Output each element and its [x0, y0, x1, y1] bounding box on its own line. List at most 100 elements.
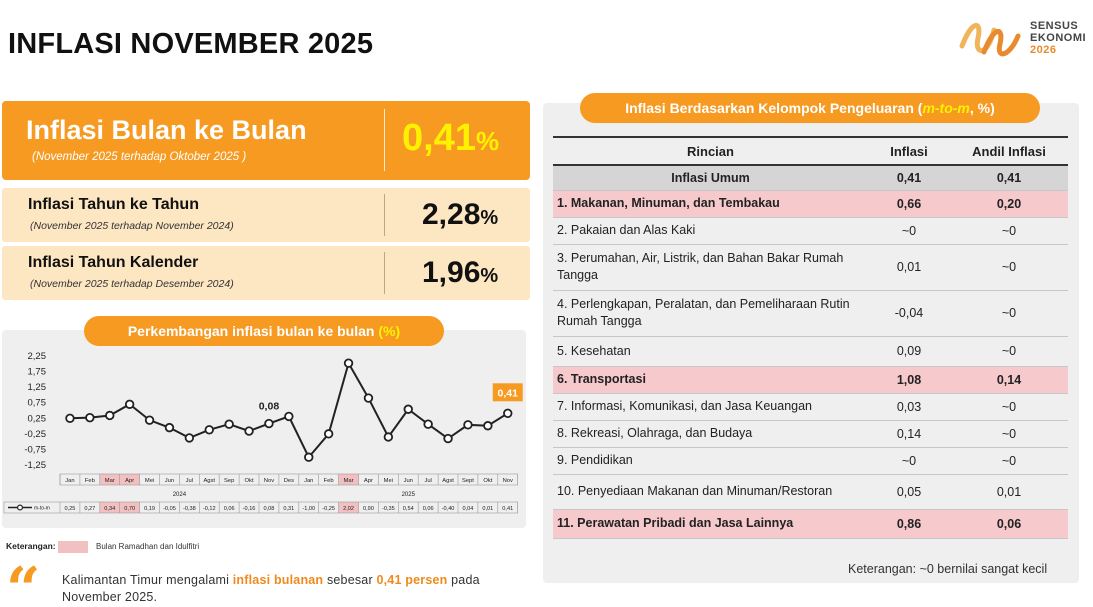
data-point — [244, 426, 254, 436]
row-name: Inflasi Umum — [553, 165, 868, 191]
kpi-mtm-sub: (November 2025 terhadap Oktober 2025 ) — [32, 151, 247, 163]
data-point — [443, 433, 453, 444]
kpi-mtm-card: Inflasi Bulan ke Bulan (November 2025 te… — [2, 101, 530, 180]
x-tick-label: Mar — [105, 478, 115, 484]
value-cell: 0,27 — [84, 506, 95, 512]
row-andil: ~0 — [950, 393, 1068, 421]
x-tick-label: Apr — [125, 478, 134, 484]
row-inflasi: 0,09 — [868, 336, 950, 367]
chart-title: Perkembangan inflasi bulan ke bulan (%) — [84, 316, 444, 346]
table-row: 4. Perlengkapan, Peralatan, dan Pemeliha… — [553, 290, 1068, 337]
table-title-end: , %) — [969, 100, 995, 116]
y-tick-label: 0,25 — [28, 413, 47, 424]
row-name: 5. Kesehatan — [553, 336, 868, 367]
table-row: 5. Kesehatan 0,09 ~0 — [553, 336, 1068, 367]
row-andil: ~0 — [950, 217, 1068, 245]
highlight-cell — [338, 474, 359, 485]
table-row: 7. Informasi, Komunikasi, dan Jasa Keuan… — [553, 393, 1068, 421]
chart-title-unit: (%) — [378, 323, 401, 339]
x-tick-label: Mei — [145, 478, 154, 484]
kpi-divider — [384, 194, 385, 236]
logo-wordmark: SENSUS EKONOMI 2026 — [1030, 20, 1086, 56]
table-header-row: Rincian Inflasi Andil Inflasi — [553, 136, 1068, 166]
data-point — [343, 358, 354, 368]
row-inflasi: ~0 — [868, 217, 950, 245]
kpi-mtm-unit: % — [475, 126, 500, 156]
row-andil: 0,06 — [950, 509, 1068, 539]
value-cell: 0,31 — [283, 506, 294, 512]
x-tick-label: Nov — [264, 478, 274, 484]
data-point — [65, 413, 75, 423]
kpi-ytd-card: Inflasi Tahun Kalender (November 2025 te… — [2, 246, 530, 300]
x-tick-label: Okt — [483, 478, 492, 484]
kpi-yoy-number: 2,28 — [422, 198, 481, 231]
table-row-total: Inflasi Umum 0,41 0,41 — [553, 165, 1068, 191]
kpi-ytd-label: Inflasi Tahun Kalender — [28, 254, 199, 271]
chart-panel — [2, 330, 526, 528]
kpi-ytd-unit: % — [480, 265, 499, 287]
data-point — [304, 452, 314, 462]
row-andil: ~0 — [950, 244, 1068, 291]
row-inflasi: -0,04 — [868, 290, 950, 337]
data-point — [503, 408, 513, 419]
data-point — [423, 419, 433, 429]
series-legend-label: m-to-m — [34, 506, 50, 512]
table-title-accent: m-to-m — [922, 100, 970, 116]
legend-text: Bulan Ramadhan dan Idulfitri — [96, 542, 200, 551]
series-line — [69, 360, 509, 460]
x-tick-label: Sep — [224, 478, 234, 484]
summary-part1: Kalimantan Timur mengalami — [62, 573, 233, 587]
data-point — [363, 393, 374, 403]
value-cell: 2,02 — [343, 506, 354, 512]
row-name: 9. Pendidikan — [553, 447, 868, 475]
series-legend-marker — [17, 504, 24, 511]
value-cell: 0,25 — [65, 506, 76, 512]
row-name: 6. Transportasi — [553, 366, 868, 394]
x-tick-label: Feb — [324, 478, 334, 484]
row-andil: ~0 — [950, 447, 1068, 475]
quote-icon: “ — [6, 555, 41, 607]
kpi-divider — [384, 252, 385, 294]
value-row-border — [3, 501, 519, 514]
kpi-ytd-value: 1,96% — [422, 256, 498, 290]
y-tick-label: 1,25 — [28, 382, 47, 393]
summary-text: Kalimantan Timur mengalami inflasi bulan… — [62, 572, 532, 606]
value-cell: 0,04 — [463, 506, 474, 512]
x-tick-label: Feb — [85, 478, 95, 484]
x-tick-label: Agst — [203, 478, 215, 484]
row-andil: ~0 — [950, 336, 1068, 367]
value-cell: 0,06 — [423, 506, 434, 512]
data-point — [204, 425, 214, 435]
x-tick-label: Sept — [462, 478, 474, 484]
data-point — [105, 410, 115, 421]
value-cell: -0,16 — [243, 506, 256, 512]
x-tick-label: Jun — [165, 478, 174, 484]
row-andil: ~0 — [950, 420, 1068, 448]
kpi-yoy-label: Inflasi Tahun ke Tahun — [28, 196, 199, 213]
kpi-mtm-label: Inflasi Bulan ke Bulan — [26, 115, 307, 145]
value-cell: 0,70 — [124, 506, 135, 512]
x-tick-label: Jul — [424, 478, 431, 484]
x-tick-label: Agst — [442, 478, 454, 484]
table-title: Inflasi Berdasarkan Kelompok Pengeluaran… — [580, 93, 1040, 123]
highlight-cell — [119, 474, 140, 485]
value-cell: 0,19 — [144, 506, 155, 512]
sensus-ekonomi-logo — [959, 23, 1021, 57]
table-title-text: Inflasi Berdasarkan Kelompok Pengeluaran… — [625, 100, 923, 116]
y-tick-label: 2,25 — [28, 351, 47, 362]
data-point — [124, 399, 135, 409]
row-inflasi: 1,08 — [868, 366, 950, 394]
row-name: 10. Penyediaan Makanan dan Minuman/Resto… — [553, 474, 868, 510]
kpi-mtm-value: 0,41% — [402, 117, 499, 160]
x-tick-label: Okt — [245, 478, 254, 484]
value-cell: 0,90 — [363, 506, 374, 512]
value-cell: 0,08 — [264, 506, 275, 512]
logo-line-1: SENSUS — [1030, 20, 1079, 32]
row-name: 2. Pakaian dan Alas Kaki — [553, 217, 868, 245]
y-tick-label: -1,25 — [24, 460, 46, 471]
row-inflasi: 0,03 — [868, 393, 950, 421]
x-tick-label: Jan — [65, 478, 74, 484]
table-row: 8. Rekreasi, Olahraga, dan Budaya 0,14 ~0 — [553, 420, 1068, 448]
value-cell: 0,01 — [482, 506, 493, 512]
logo-line-2: EKONOMI — [1030, 32, 1087, 44]
